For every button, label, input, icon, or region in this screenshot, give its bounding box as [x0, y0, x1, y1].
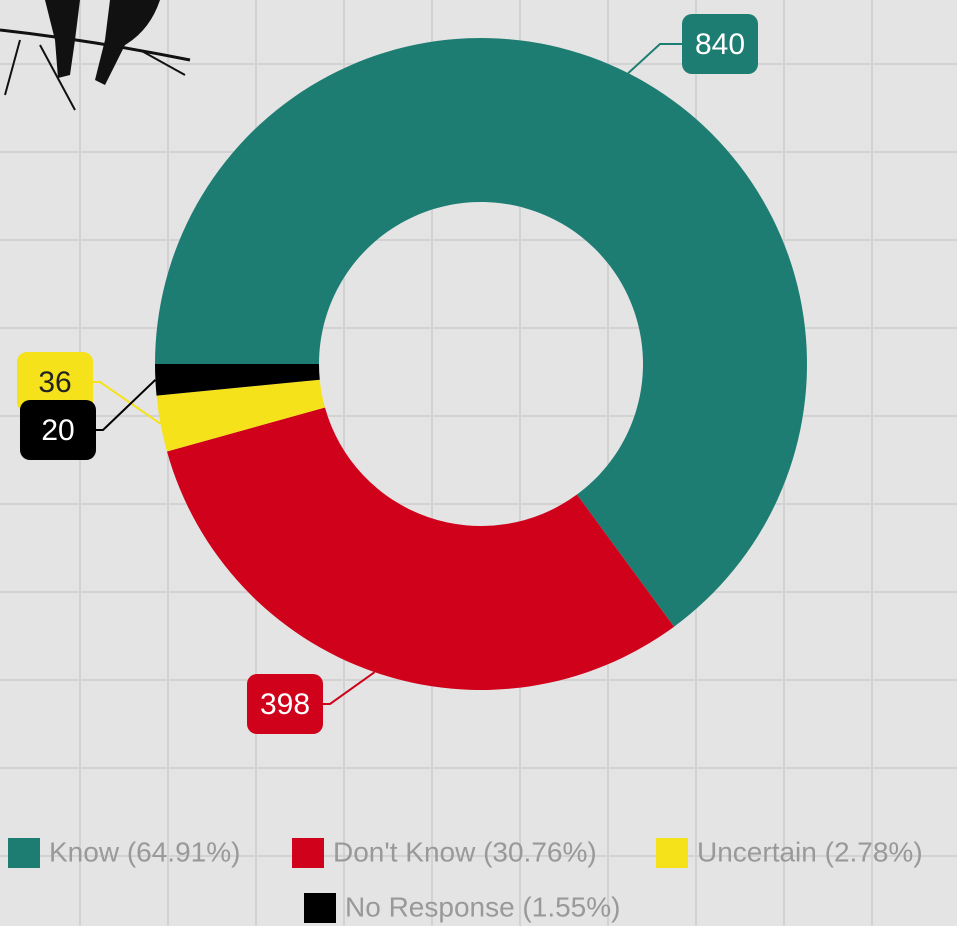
legend-swatch — [8, 838, 40, 868]
legend-label: Don't Know (30.76%) — [333, 836, 597, 867]
legend-swatch — [304, 893, 336, 923]
chart: 840 398 36 20 Know (64.91%) Don't Know (30.76… — [0, 0, 957, 926]
legend-swatch — [656, 838, 688, 868]
data-label: 398 — [260, 688, 310, 721]
data-label: 20 — [41, 414, 74, 447]
legend-label: No Response (1.55%) — [345, 891, 620, 922]
data-label: 36 — [38, 366, 71, 399]
legend-label: Know (64.91%) — [49, 836, 240, 867]
legend-swatch — [292, 838, 324, 868]
data-label: 840 — [695, 28, 745, 61]
legend-label: Uncertain (2.78%) — [697, 836, 923, 867]
